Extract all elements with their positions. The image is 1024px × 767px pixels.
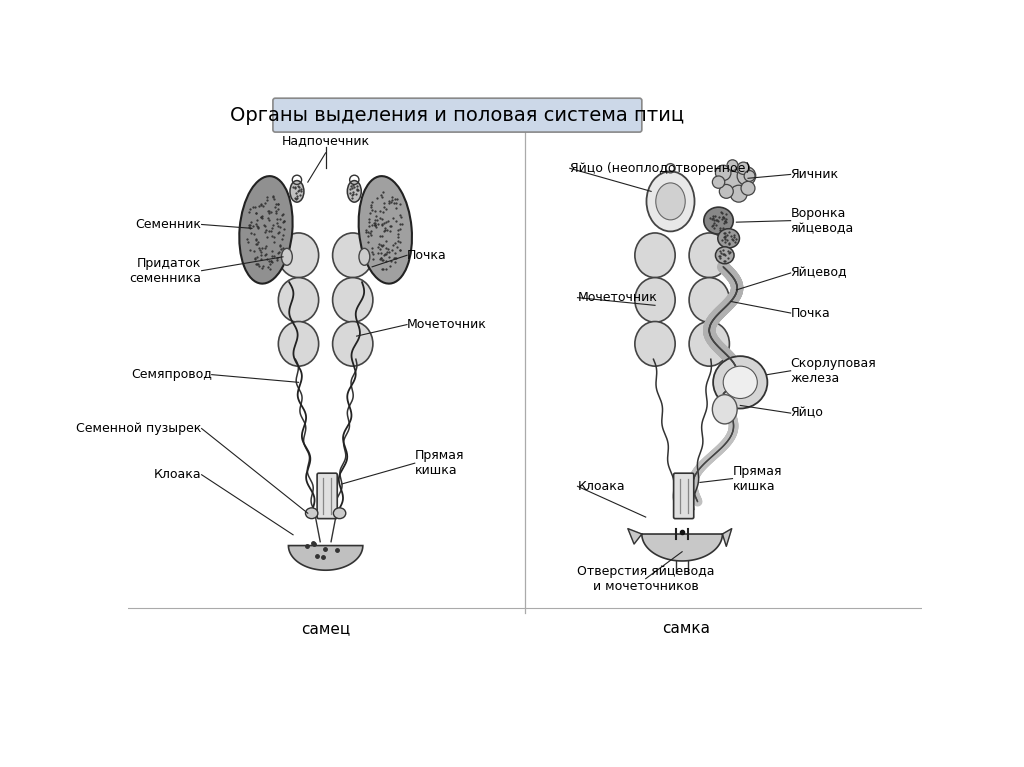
Ellipse shape (730, 185, 748, 202)
Ellipse shape (240, 176, 293, 284)
Ellipse shape (279, 233, 318, 278)
Text: Почка: Почка (791, 307, 830, 320)
Ellipse shape (737, 162, 750, 174)
Text: Семяпровод: Семяпровод (131, 368, 212, 381)
Ellipse shape (716, 165, 731, 180)
Text: Прямая
кишка: Прямая кишка (732, 465, 782, 492)
Ellipse shape (635, 321, 675, 366)
Ellipse shape (722, 171, 743, 193)
Text: самец: самец (301, 621, 350, 637)
Ellipse shape (282, 249, 292, 265)
Ellipse shape (689, 278, 729, 322)
Ellipse shape (358, 176, 412, 284)
Ellipse shape (359, 249, 370, 265)
Text: самка: самка (662, 621, 710, 637)
Text: Семенной пузырек: Семенной пузырек (76, 422, 202, 435)
Polygon shape (628, 528, 642, 544)
Ellipse shape (635, 278, 675, 322)
Text: Яичник: Яичник (791, 168, 839, 181)
Text: Яйцо (неоплодотворенное): Яйцо (неоплодотворенное) (569, 162, 750, 175)
Text: Воронка
яйцевода: Воронка яйцевода (791, 206, 854, 235)
FancyBboxPatch shape (273, 98, 642, 132)
Ellipse shape (713, 395, 737, 424)
Ellipse shape (716, 247, 734, 264)
Text: Скорлуповая
железа: Скорлуповая железа (791, 357, 877, 385)
Polygon shape (289, 545, 362, 570)
Ellipse shape (333, 278, 373, 322)
Text: Почка: Почка (407, 249, 446, 262)
Ellipse shape (646, 171, 694, 232)
Ellipse shape (703, 207, 733, 234)
Text: Яйцевод: Яйцевод (791, 266, 847, 279)
Ellipse shape (689, 321, 729, 366)
Text: Мочеточник: Мочеточник (578, 291, 657, 304)
Ellipse shape (305, 508, 317, 518)
Text: Придаток
семенника: Придаток семенника (130, 257, 202, 285)
Text: Клоака: Клоака (578, 480, 625, 492)
Ellipse shape (279, 321, 318, 366)
Polygon shape (722, 528, 732, 546)
Ellipse shape (290, 180, 304, 202)
Ellipse shape (713, 176, 725, 188)
Text: Отверстия яйцевода
и мочеточников: Отверстия яйцевода и мочеточников (577, 565, 715, 593)
Ellipse shape (741, 181, 755, 196)
Ellipse shape (727, 160, 738, 170)
Ellipse shape (744, 170, 755, 181)
Ellipse shape (713, 356, 767, 409)
Ellipse shape (719, 184, 733, 199)
FancyBboxPatch shape (674, 473, 693, 518)
Text: Прямая
кишка: Прямая кишка (415, 449, 464, 477)
Ellipse shape (635, 233, 675, 278)
Ellipse shape (718, 229, 739, 248)
Text: Яйцо: Яйцо (791, 407, 823, 420)
Text: Мочеточник: Мочеточник (407, 318, 486, 331)
Text: Семенник: Семенник (135, 218, 202, 231)
Ellipse shape (689, 233, 729, 278)
Ellipse shape (334, 508, 346, 518)
FancyBboxPatch shape (317, 473, 337, 518)
Ellipse shape (737, 166, 756, 185)
Text: Клоака: Клоака (154, 468, 202, 481)
Ellipse shape (655, 183, 685, 220)
Text: Органы выделения и половая система птиц: Органы выделения и половая система птиц (230, 106, 684, 125)
Text: Надпочечник: Надпочечник (282, 134, 370, 147)
Polygon shape (642, 534, 722, 561)
Ellipse shape (333, 321, 373, 366)
Ellipse shape (279, 278, 318, 322)
Ellipse shape (333, 233, 373, 278)
Ellipse shape (347, 180, 361, 202)
Ellipse shape (723, 366, 758, 399)
